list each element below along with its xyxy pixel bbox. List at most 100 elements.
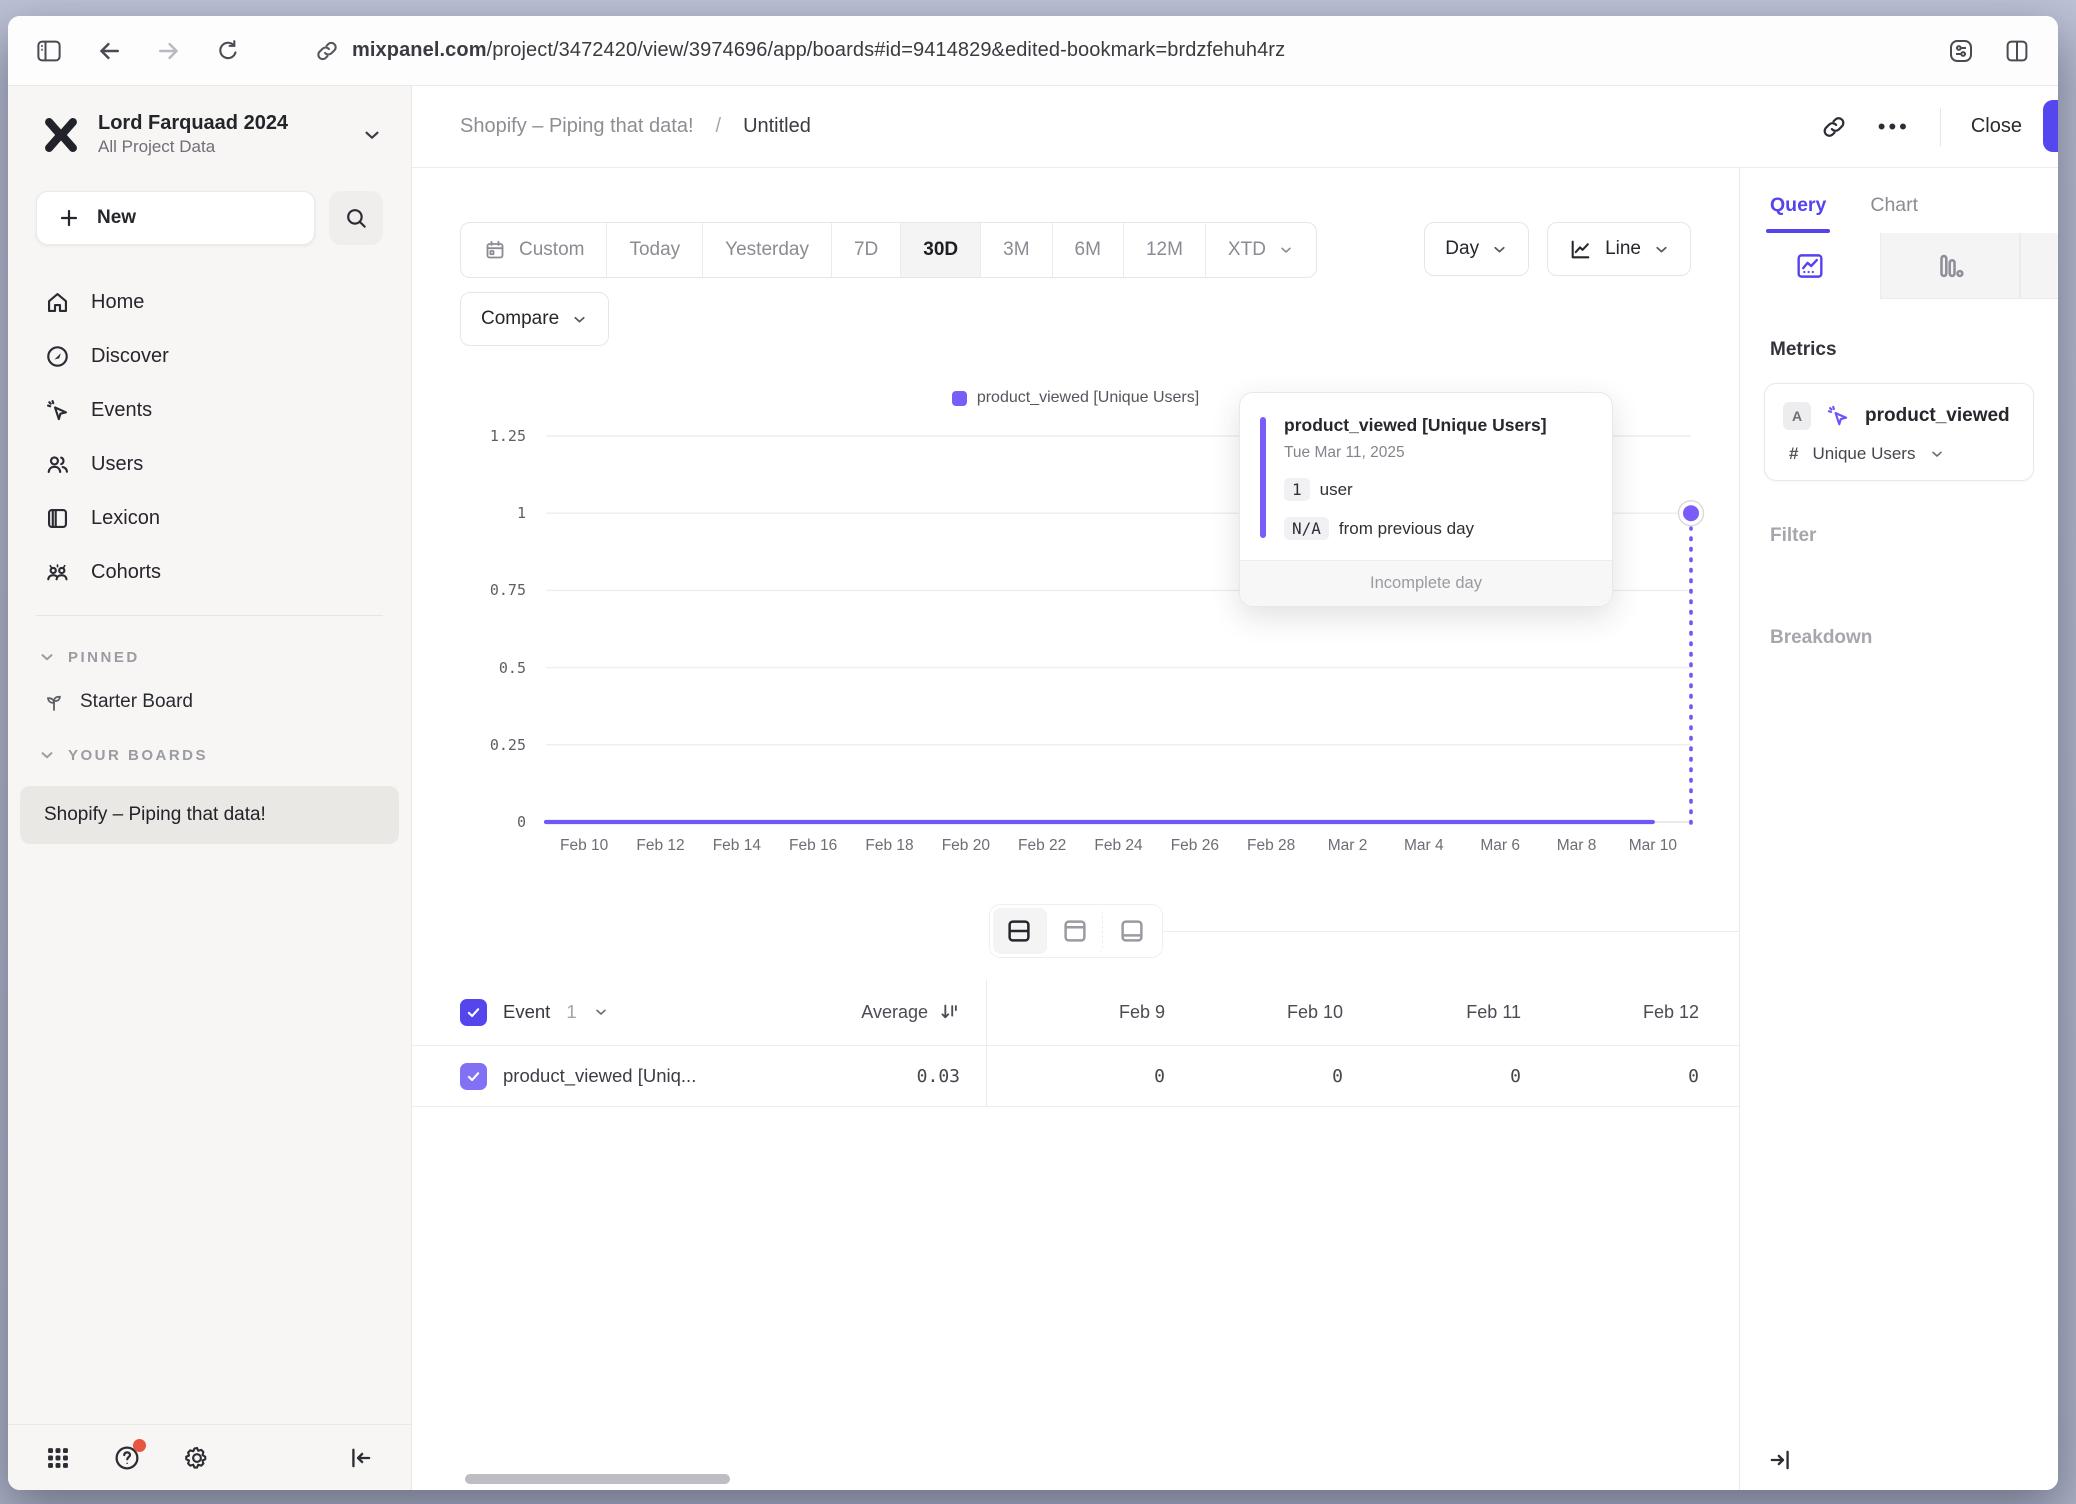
y-tick-label: 0.75	[489, 581, 526, 600]
copy-link-icon[interactable]	[1820, 113, 1848, 141]
metric-event-name: product_viewed	[1865, 405, 2010, 426]
results-table: Event 1 Average Feb 9 Feb 10 Feb 11	[412, 979, 1739, 1107]
compare-dropdown[interactable]: Compare	[460, 292, 610, 346]
extensions-icon[interactable]	[1946, 36, 1976, 66]
sidebar-item-discover[interactable]: Discover	[8, 329, 411, 383]
more-options-button[interactable]: •••	[1877, 113, 1910, 139]
pinned-section-label: PINNED	[68, 648, 140, 666]
book-icon	[44, 505, 71, 532]
help-button[interactable]	[112, 1438, 146, 1473]
row-label: product_viewed [Uniq...	[503, 1065, 697, 1086]
range-label: Today	[629, 239, 681, 260]
sort-descending-icon[interactable]	[938, 1001, 960, 1023]
row-average-value: 0.03	[916, 1065, 960, 1087]
url-domain: mixpanel.com	[352, 39, 487, 61]
range-custom[interactable]: Custom	[461, 223, 608, 277]
chevron-down-icon	[1278, 242, 1294, 258]
tooltip-delta-text: from previous day	[1338, 518, 1475, 538]
range-3m[interactable]: 3M	[981, 223, 1053, 277]
close-button[interactable]: Close	[1970, 115, 2022, 137]
select-all-checkbox[interactable]	[460, 998, 487, 1026]
collapse-sidebar-icon[interactable]	[347, 1444, 375, 1472]
breadcrumb-report-title[interactable]: Untitled	[743, 115, 811, 137]
pinned-section-header[interactable]: PINNED	[8, 648, 411, 666]
link-icon	[314, 38, 340, 64]
sidebar-item-label: Home	[91, 290, 145, 313]
row-checkbox[interactable]	[460, 1062, 487, 1090]
y-axis: 1.25 1 0.75 0.5 0.25 0	[460, 420, 546, 831]
your-boards-section-header[interactable]: YOUR BOARDS	[8, 746, 411, 764]
sidebar-item-starter-board[interactable]: Starter Board	[42, 690, 383, 714]
sidebar-item-cohorts[interactable]: Cohorts	[8, 545, 411, 599]
granularity-dropdown[interactable]: Day	[1424, 222, 1530, 276]
sidebar-item-shopify-board[interactable]: Shopify – Piping that data!	[20, 786, 399, 844]
range-label: 6M	[1074, 239, 1101, 260]
forward-icon[interactable]	[154, 36, 184, 66]
search-button[interactable]	[329, 191, 383, 245]
sidebar-item-lexicon[interactable]: Lexicon	[8, 491, 411, 545]
tab-chart[interactable]: Chart	[1870, 194, 1919, 216]
sidebar-item-events[interactable]: Events	[8, 383, 411, 437]
range-xtd[interactable]: XTD	[1206, 223, 1316, 277]
tooltip-value-unit: user	[1319, 479, 1353, 499]
metric-aggregation-selector[interactable]: # Unique Users	[1783, 444, 2015, 464]
horizontal-scrollbar[interactable]	[465, 1474, 730, 1484]
browser-toolbar: mixpanel.com/project/3472420/view/397469…	[8, 16, 2058, 86]
range-label: 30D	[923, 239, 959, 260]
x-axis: Feb 10 Feb 12 Feb 14 Feb 16 Feb 18 Feb 20 Feb …	[546, 831, 1691, 861]
insights-chart-icon	[1793, 249, 1827, 283]
workspace-switcher[interactable]: Lord Farquaad 2024 All Project Data	[8, 112, 411, 157]
range-30d[interactable]: 30D	[901, 223, 982, 277]
range-6m[interactable]: 6M	[1053, 223, 1124, 277]
range-yesterday[interactable]: Yesterday	[703, 223, 832, 277]
save-button[interactable]	[2043, 100, 2058, 152]
layout-table-only-button[interactable]	[1105, 908, 1159, 954]
split-view-icon[interactable]	[2002, 36, 2032, 66]
chevron-down-icon	[38, 648, 56, 666]
workspace-subtitle: All Project Data	[98, 137, 216, 156]
event-column-header[interactable]: Event	[503, 1001, 551, 1022]
chart-type-dropdown[interactable]: Line	[1547, 222, 1691, 276]
browser-sidebar-toggle-icon[interactable]	[34, 36, 64, 66]
query-panel-tabs: Query Chart	[1740, 168, 2058, 233]
breadcrumb-board[interactable]: Shopify – Piping that data!	[460, 115, 694, 137]
tab-query[interactable]: Query	[1765, 194, 1831, 233]
sidebar-footer	[8, 1424, 411, 1490]
row-value: 0	[1154, 1065, 1165, 1087]
layout-split-button[interactable]	[992, 908, 1047, 954]
average-column-header[interactable]: Average	[861, 1001, 928, 1022]
metric-event-selector[interactable]: A product_viewed	[1783, 402, 2015, 430]
range-today[interactable]: Today	[607, 223, 704, 277]
sidebar-item-label: Lexicon	[91, 506, 160, 529]
chevron-down-icon[interactable]	[593, 1004, 609, 1020]
range-label: 7D	[853, 239, 879, 260]
url-bar[interactable]: mixpanel.com/project/3472420/view/397469…	[314, 38, 1916, 64]
x-tick-label: Feb 16	[789, 837, 838, 854]
reload-icon[interactable]	[214, 37, 242, 65]
sidebar-item-home[interactable]: Home	[8, 275, 411, 329]
gear-icon[interactable]	[182, 1443, 212, 1473]
y-tick-label: 1	[516, 504, 526, 523]
mixpanel-logo-icon	[40, 114, 82, 156]
flows-type-tab[interactable]	[2020, 233, 2058, 299]
insights-type-tab[interactable]	[1740, 233, 1880, 299]
funnels-type-tab[interactable]	[1880, 233, 2020, 299]
table-row[interactable]: product_viewed [Uniq... 0.03 0 0 0 0	[412, 1045, 1739, 1107]
x-tick-label: Feb 24	[1094, 837, 1143, 854]
apps-grid-icon[interactable]	[44, 1444, 72, 1472]
divider	[1939, 107, 1941, 146]
layout-chart-only-button[interactable]	[1049, 908, 1103, 954]
date-range-control: Custom Today Yesterday 7D 30D 3M 6M 12M …	[460, 222, 1317, 278]
report-main: Custom Today Yesterday 7D 30D 3M 6M 12M …	[412, 168, 1739, 1490]
chevron-down-icon	[361, 124, 383, 146]
divider	[1075, 931, 1739, 932]
sidebar-item-users[interactable]: Users	[8, 437, 411, 491]
report-header: Shopify – Piping that data! / Untitled •…	[412, 86, 2058, 168]
back-icon[interactable]	[94, 36, 124, 66]
chart-controls: Custom Today Yesterday 7D 30D 3M 6M 12M …	[412, 168, 1739, 278]
new-button[interactable]: New	[36, 191, 315, 245]
range-7d[interactable]: 7D	[832, 223, 902, 277]
cursor-sparkle-icon	[44, 397, 71, 424]
expand-panel-icon[interactable]	[1766, 1446, 1794, 1474]
range-12m[interactable]: 12M	[1124, 223, 1206, 277]
